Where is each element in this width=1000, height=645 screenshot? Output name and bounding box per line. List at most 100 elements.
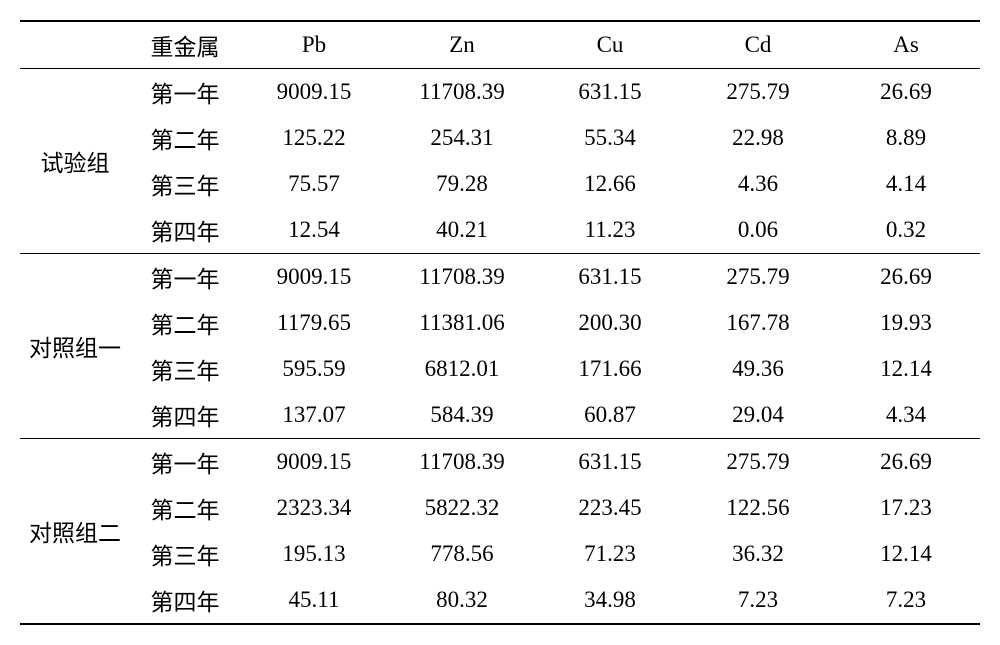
cell-cu: 11.23: [536, 207, 684, 254]
cell-pb: 195.13: [240, 531, 388, 577]
cell-pb: 75.57: [240, 161, 388, 207]
cell-cu: 171.66: [536, 346, 684, 392]
col-header-zn: Zn: [388, 21, 536, 69]
cell-zn: 40.21: [388, 207, 536, 254]
table-row: 第二年 125.22 254.31 55.34 22.98 8.89: [20, 115, 980, 161]
cell-zn: 11708.39: [388, 439, 536, 486]
cell-zn: 5822.32: [388, 485, 536, 531]
cell-cu: 631.15: [536, 439, 684, 486]
row-year: 第四年: [130, 392, 240, 439]
cell-cu: 55.34: [536, 115, 684, 161]
row-year: 第二年: [130, 485, 240, 531]
cell-as: 17.23: [832, 485, 980, 531]
table-row: 第四年 45.11 80.32 34.98 7.23 7.23: [20, 577, 980, 624]
table-row: 第三年 75.57 79.28 12.66 4.36 4.14: [20, 161, 980, 207]
cell-as: 26.69: [832, 69, 980, 116]
group-section: 对照组二 第一年 9009.15 11708.39 631.15 275.79 …: [20, 439, 980, 625]
cell-pb: 9009.15: [240, 439, 388, 486]
col-header-as: As: [832, 21, 980, 69]
group-label: 对照组一: [20, 254, 130, 439]
cell-pb: 9009.15: [240, 69, 388, 116]
row-year: 第二年: [130, 300, 240, 346]
row-year: 第一年: [130, 254, 240, 301]
col-header-group: [20, 21, 130, 69]
cell-zn: 11708.39: [388, 254, 536, 301]
cell-cd: 0.06: [684, 207, 832, 254]
col-header-cu: Cu: [536, 21, 684, 69]
cell-zn: 584.39: [388, 392, 536, 439]
row-year: 第四年: [130, 207, 240, 254]
cell-cd: 29.04: [684, 392, 832, 439]
row-year: 第一年: [130, 439, 240, 486]
group-label: 对照组二: [20, 439, 130, 625]
cell-as: 8.89: [832, 115, 980, 161]
cell-zn: 80.32: [388, 577, 536, 624]
table-row: 第四年 12.54 40.21 11.23 0.06 0.32: [20, 207, 980, 254]
table-row: 第二年 1179.65 11381.06 200.30 167.78 19.93: [20, 300, 980, 346]
cell-pb: 125.22: [240, 115, 388, 161]
cell-cd: 36.32: [684, 531, 832, 577]
cell-pb: 137.07: [240, 392, 388, 439]
row-year: 第四年: [130, 577, 240, 624]
cell-cu: 223.45: [536, 485, 684, 531]
cell-cd: 4.36: [684, 161, 832, 207]
cell-zn: 6812.01: [388, 346, 536, 392]
col-header-metal: 重金属: [130, 21, 240, 69]
cell-as: 0.32: [832, 207, 980, 254]
cell-cd: 22.98: [684, 115, 832, 161]
table-row: 第二年 2323.34 5822.32 223.45 122.56 17.23: [20, 485, 980, 531]
cell-pb: 12.54: [240, 207, 388, 254]
data-table-container: 重金属 Pb Zn Cu Cd As 试验组 第一年 9009.15 11708…: [20, 20, 980, 625]
heavy-metal-table: 重金属 Pb Zn Cu Cd As 试验组 第一年 9009.15 11708…: [20, 20, 980, 625]
cell-zn: 778.56: [388, 531, 536, 577]
cell-pb: 9009.15: [240, 254, 388, 301]
table-row: 第三年 195.13 778.56 71.23 36.32 12.14: [20, 531, 980, 577]
cell-as: 26.69: [832, 254, 980, 301]
table-header: 重金属 Pb Zn Cu Cd As: [20, 21, 980, 69]
cell-as: 12.14: [832, 346, 980, 392]
cell-cu: 12.66: [536, 161, 684, 207]
cell-pb: 1179.65: [240, 300, 388, 346]
cell-cu: 631.15: [536, 69, 684, 116]
table-row: 第四年 137.07 584.39 60.87 29.04 4.34: [20, 392, 980, 439]
cell-pb: 2323.34: [240, 485, 388, 531]
table-row: 第三年 595.59 6812.01 171.66 49.36 12.14: [20, 346, 980, 392]
cell-pb: 595.59: [240, 346, 388, 392]
row-year: 第三年: [130, 161, 240, 207]
cell-as: 19.93: [832, 300, 980, 346]
cell-cd: 275.79: [684, 254, 832, 301]
cell-as: 7.23: [832, 577, 980, 624]
cell-zn: 11381.06: [388, 300, 536, 346]
group-section: 试验组 第一年 9009.15 11708.39 631.15 275.79 2…: [20, 69, 980, 254]
cell-as: 4.14: [832, 161, 980, 207]
cell-cu: 71.23: [536, 531, 684, 577]
cell-cd: 122.56: [684, 485, 832, 531]
cell-zn: 11708.39: [388, 69, 536, 116]
cell-cd: 275.79: [684, 439, 832, 486]
group-label: 试验组: [20, 69, 130, 254]
row-year: 第三年: [130, 531, 240, 577]
group-section: 对照组一 第一年 9009.15 11708.39 631.15 275.79 …: [20, 254, 980, 439]
table-row: 试验组 第一年 9009.15 11708.39 631.15 275.79 2…: [20, 69, 980, 116]
row-year: 第三年: [130, 346, 240, 392]
cell-as: 4.34: [832, 392, 980, 439]
cell-as: 26.69: [832, 439, 980, 486]
row-year: 第一年: [130, 69, 240, 116]
cell-cu: 631.15: [536, 254, 684, 301]
cell-cd: 167.78: [684, 300, 832, 346]
col-header-pb: Pb: [240, 21, 388, 69]
cell-zn: 254.31: [388, 115, 536, 161]
cell-cu: 200.30: [536, 300, 684, 346]
col-header-cd: Cd: [684, 21, 832, 69]
cell-cu: 34.98: [536, 577, 684, 624]
cell-cu: 60.87: [536, 392, 684, 439]
cell-cd: 275.79: [684, 69, 832, 116]
cell-cd: 49.36: [684, 346, 832, 392]
table-row: 对照组二 第一年 9009.15 11708.39 631.15 275.79 …: [20, 439, 980, 486]
cell-as: 12.14: [832, 531, 980, 577]
cell-zn: 79.28: [388, 161, 536, 207]
cell-cd: 7.23: [684, 577, 832, 624]
table-row: 对照组一 第一年 9009.15 11708.39 631.15 275.79 …: [20, 254, 980, 301]
row-year: 第二年: [130, 115, 240, 161]
cell-pb: 45.11: [240, 577, 388, 624]
